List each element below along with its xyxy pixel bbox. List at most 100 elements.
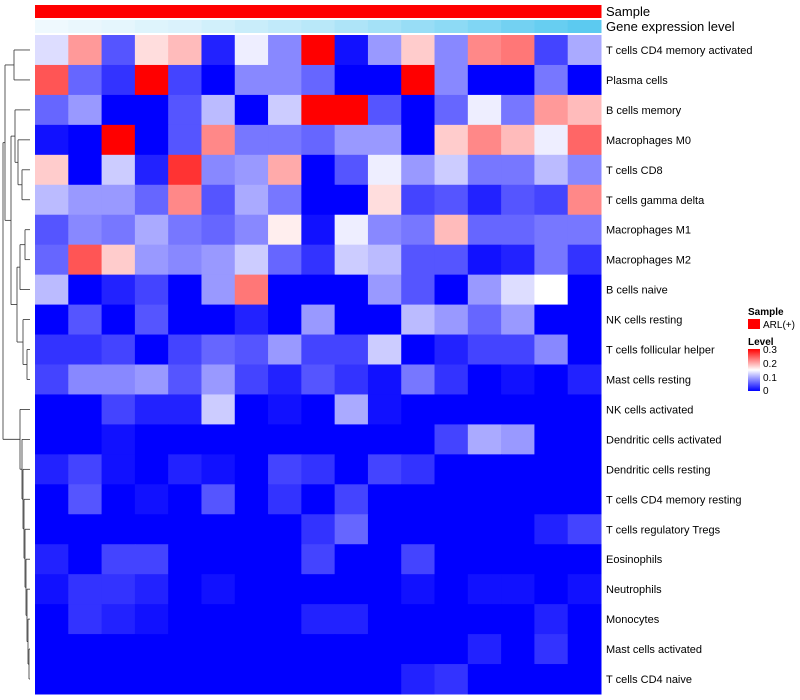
heatmap-cell-r1-c7 — [268, 64, 302, 96]
heatmap-cell-r20-c8 — [301, 634, 336, 665]
heatmap-cell-r8-c6 — [234, 274, 269, 306]
heatmap-cell-r20-c3 — [134, 634, 169, 665]
heatmap-cell-r20-c10 — [367, 634, 402, 665]
heatmap-cell-r17-c15 — [534, 544, 569, 575]
heatmap-cell-r11-c4 — [168, 364, 202, 395]
heatmap-cell-r12-c11 — [401, 394, 436, 425]
legend: Sample ARL(+) Level 0.3 0.2 0.1 0 — [748, 307, 795, 397]
heatmap-cell-r18-c16 — [567, 574, 602, 605]
heatmap-cell-r1-c15 — [534, 64, 569, 96]
heatmap-cell-r12-c3 — [134, 394, 169, 425]
heatmap-cell-r18-c14 — [501, 574, 535, 605]
heatmap-cell-r2-c12 — [434, 94, 469, 126]
heatmap-cell-r11-c16 — [567, 364, 602, 395]
heatmap-cell-r12-c4 — [168, 394, 202, 425]
heatmap-cell-r11-c13 — [467, 364, 502, 395]
gene-expression-annotation-label: Gene expression level — [606, 19, 735, 34]
heatmap-cell-r18-c4 — [168, 574, 202, 605]
heatmap-cell-r3-c12 — [434, 124, 469, 156]
heatmap-cell-r2-c7 — [268, 94, 302, 126]
heatmap-cell-r20-c5 — [201, 634, 236, 665]
heatmap-cell-r8-c7 — [268, 274, 302, 306]
heatmap-cell-r21-c16 — [567, 664, 602, 695]
heatmap-cell-r1-c10 — [367, 64, 402, 96]
heatmap-cell-r4-c0 — [35, 154, 69, 186]
heatmap-cell-r19-c6 — [234, 604, 269, 635]
heatmap-cell-r20-c4 — [168, 634, 202, 665]
sample-anno-cell-12 — [434, 5, 469, 18]
heatmap-cell-r1-c16 — [567, 64, 602, 96]
heatmap-cell-r5-c4 — [168, 184, 202, 216]
row-label-16: T cells regulatory Tregs — [606, 524, 721, 536]
heatmap-cell-r10-c13 — [467, 334, 502, 365]
row-label-7: Macrophages M2 — [606, 255, 691, 267]
heatmap-cell-r5-c5 — [201, 184, 236, 216]
heatmap-cell-r14-c14 — [501, 454, 535, 485]
heatmap-cell-r9-c11 — [401, 304, 436, 336]
row-label-13: Dendritic cells activated — [606, 434, 722, 446]
heatmap-cell-r13-c15 — [534, 424, 569, 455]
expr-anno-cell-0 — [35, 20, 69, 33]
heatmap-cell-r6-c6 — [234, 214, 269, 246]
heatmap-cell-r9-c1 — [68, 304, 103, 336]
heatmap-cell-r9-c5 — [201, 304, 236, 336]
expr-anno-cell-1 — [68, 20, 103, 33]
row-label-18: Neutrophils — [606, 584, 662, 596]
heatmap-cell-r10-c1 — [68, 334, 103, 365]
heatmap-cell-r0-c12 — [434, 35, 469, 66]
heatmap-cell-r4-c10 — [367, 154, 402, 186]
expr-anno-cell-4 — [168, 20, 202, 33]
row-labels: T cells CD4 memory activated Plasma cells… — [606, 45, 753, 686]
legend-tick-0.1: 0.1 — [763, 373, 777, 384]
legend-tick-0.2: 0.2 — [763, 359, 777, 370]
expr-anno-cell-15 — [534, 20, 569, 33]
heatmap-cell-r0-c11 — [401, 35, 436, 66]
heatmap-cell-r3-c8 — [301, 124, 336, 156]
heatmap-cell-r0-c8 — [301, 35, 336, 66]
heatmap-cell-r5-c3 — [134, 184, 169, 216]
heatmap-cell-r19-c1 — [68, 604, 103, 635]
heatmap-cell-r21-c2 — [101, 664, 136, 695]
heatmap-cell-r0-c4 — [168, 35, 202, 66]
expr-anno-cell-8 — [301, 20, 336, 33]
heatmap-cell-r2-c16 — [567, 94, 602, 126]
heatmap-cell-r18-c5 — [201, 574, 236, 605]
row-label-0: T cells CD4 memory activated — [606, 45, 753, 57]
heatmap-cell-r20-c11 — [401, 634, 436, 665]
heatmap-cell-r0-c7 — [268, 35, 302, 66]
heatmap-cell-r19-c12 — [434, 604, 469, 635]
heatmap-cell-r7-c2 — [101, 244, 136, 276]
heatmap-cell-r2-c5 — [201, 94, 236, 126]
heatmap-cell-r8-c5 — [201, 274, 236, 306]
legend-tick-0.3: 0.3 — [763, 345, 777, 356]
heatmap-cell-r21-c14 — [501, 664, 535, 695]
heatmap-cell-r17-c0 — [35, 544, 69, 575]
heatmap-cell-r21-c6 — [234, 664, 269, 695]
heatmap-cell-r13-c10 — [367, 424, 402, 455]
heatmap-cell-r7-c13 — [467, 244, 502, 276]
heatmap-cell-r3-c1 — [68, 124, 103, 156]
heatmap-cell-r1-c6 — [234, 64, 269, 96]
heatmap-cell-r2-c3 — [134, 94, 169, 126]
heatmap-cell-r18-c13 — [467, 574, 502, 605]
heatmap-cell-r16-c3 — [134, 514, 169, 545]
heatmap-cell-r7-c10 — [367, 244, 402, 276]
heatmap-cell-r17-c11 — [401, 544, 436, 575]
heatmap-cell-r15-c11 — [401, 484, 436, 515]
heatmap-cell-r4-c16 — [567, 154, 602, 186]
sample-anno-cell-1 — [68, 5, 103, 18]
sample-anno-cell-16 — [567, 5, 602, 18]
heatmap-cell-r7-c0 — [35, 244, 69, 276]
heatmap-cell-r16-c9 — [334, 514, 369, 545]
row-label-3: Macrophages M0 — [606, 135, 691, 147]
heatmap-cell-r4-c8 — [301, 154, 336, 186]
heatmap-cell-r16-c13 — [467, 514, 502, 545]
heatmap-cell-r11-c2 — [101, 364, 136, 395]
expr-anno-cell-3 — [134, 20, 169, 33]
heatmap-cell-r20-c16 — [567, 634, 602, 665]
heatmap-cell-r14-c13 — [467, 454, 502, 485]
heatmap-cell-r16-c0 — [35, 514, 69, 545]
heatmap-cell-r18-c3 — [134, 574, 169, 605]
heatmap-cell-r2-c4 — [168, 94, 202, 126]
heatmap-cell-r6-c2 — [101, 214, 136, 246]
